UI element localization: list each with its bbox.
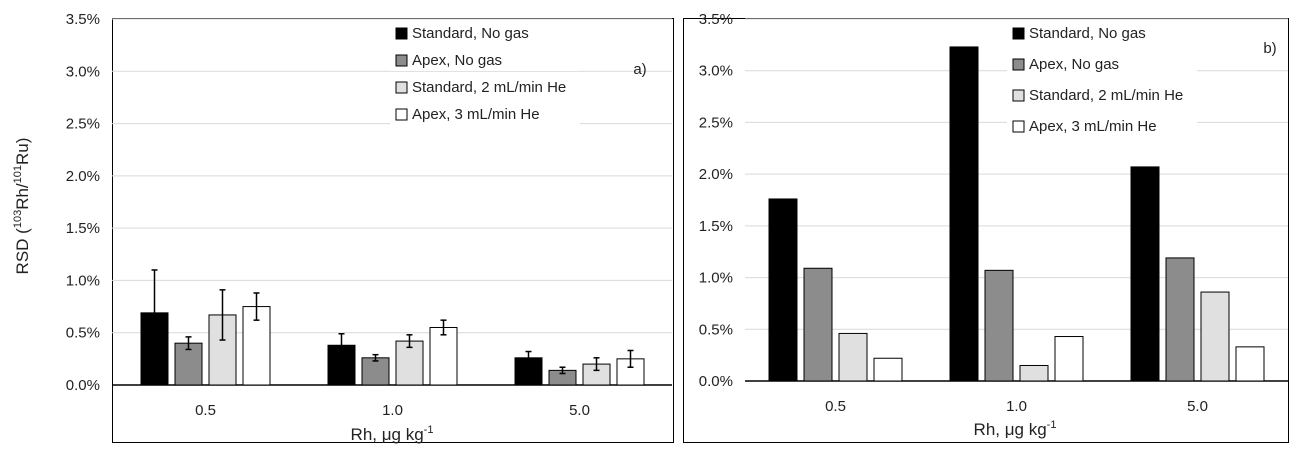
legend-entry: Apex, No gas — [1029, 56, 1119, 73]
x-axis-title: Rh, μg kg-1 — [351, 424, 434, 444]
y-axis-title: RSD (103Rh/101Ru) — [12, 138, 32, 275]
y-tick-label: 2.5% — [699, 114, 733, 131]
y-tick-label: 3.5% — [699, 11, 733, 28]
y-tick-label: 1.5% — [699, 218, 733, 235]
x-axis-title: Rh, μg kg-1 — [974, 419, 1057, 439]
legend-swatch — [395, 108, 408, 121]
x-tick-label: 1.0 — [382, 402, 403, 419]
legend-entry: Standard, No gas — [1029, 25, 1146, 42]
panel-label: a) — [633, 61, 646, 78]
y-tick-label: 2.0% — [699, 166, 733, 183]
legend-entry: Standard, 2 mL/min He — [1029, 87, 1183, 104]
bar — [1165, 257, 1195, 382]
panel-label: b) — [1263, 40, 1276, 57]
legend-bg — [390, 51, 580, 71]
legend-entry: Apex, No gas — [412, 52, 502, 69]
bar — [768, 198, 798, 382]
y-tick-label: 3.0% — [699, 63, 733, 80]
legend-entry: Standard, 2 mL/min He — [412, 79, 566, 96]
legend-entry: Apex, 3 mL/min He — [1029, 118, 1157, 135]
legend-entry: Apex, 3 mL/min He — [412, 106, 540, 123]
y-tick-label: 0.0% — [66, 377, 100, 394]
legend-bg — [390, 78, 580, 98]
bar — [1130, 166, 1160, 382]
chart-panel-a: 0.0% 0.5% 1.0% 1.5% 2.0% 2.5% 3.0% 3.5% 0.5 1.0 5.… — [12, 11, 674, 444]
y-tick-label: 2.0% — [66, 168, 100, 185]
y-tick-label: 1.0% — [66, 272, 100, 289]
legend-swatch — [395, 54, 408, 67]
legend-swatch — [1012, 120, 1025, 133]
bar — [361, 357, 390, 386]
x-tick-label: 0.5 — [825, 398, 846, 415]
legend-bg — [1007, 117, 1197, 137]
x-tick-label: 5.0 — [569, 402, 590, 419]
legend-bg — [1007, 24, 1197, 44]
y-tick-label: 1.5% — [66, 220, 100, 237]
bar — [1200, 291, 1230, 382]
legend-swatch — [1012, 58, 1025, 71]
y-tick-label: 3.5% — [66, 11, 100, 28]
legend-swatch — [1012, 89, 1025, 102]
bar — [803, 267, 833, 382]
y-tick-label: 0.0% — [699, 373, 733, 390]
legend-bg — [390, 105, 580, 125]
bar — [395, 340, 424, 386]
chart-panel-b: 0.0% 0.5% 1.0% 1.5% 2.0% 2.5% 3.0% 3.5% 0.5 1.0 5.… — [683, 11, 1289, 443]
legend-bg — [1007, 86, 1197, 106]
bar — [873, 357, 903, 382]
bar — [429, 326, 458, 386]
y-tick-label: 0.5% — [699, 321, 733, 338]
y-tick-label: 2.5% — [66, 116, 100, 133]
legend-bg — [1007, 55, 1197, 75]
legend-swatch — [1012, 27, 1025, 40]
legend-entry: Standard, No gas — [412, 25, 529, 42]
y-tick-label: 3.0% — [66, 63, 100, 80]
legend-bg — [390, 24, 580, 44]
bar — [1054, 336, 1084, 382]
bar — [1235, 346, 1265, 382]
x-tick-label: 0.5 — [195, 402, 216, 419]
y-tick-label: 1.0% — [699, 270, 733, 287]
bar — [838, 332, 868, 382]
legend-swatch — [395, 81, 408, 94]
x-tick-label: 1.0 — [1006, 398, 1027, 415]
legend-swatch — [395, 27, 408, 40]
bar — [1019, 364, 1049, 382]
y-tick-label: 0.5% — [66, 325, 100, 342]
bar — [984, 269, 1014, 382]
x-tick-label: 5.0 — [1187, 398, 1208, 415]
bar — [949, 46, 979, 382]
